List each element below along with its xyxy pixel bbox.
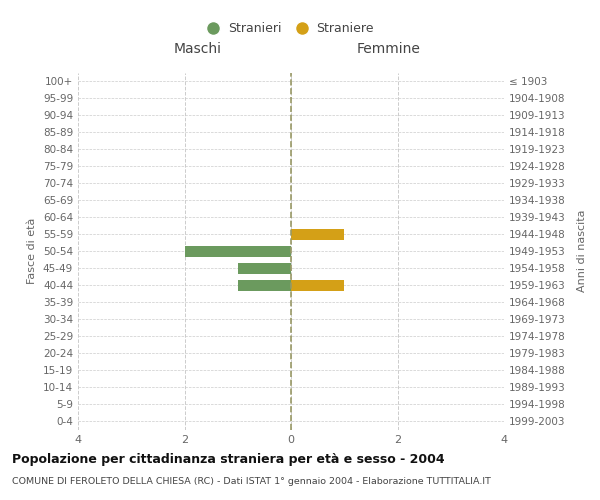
Y-axis label: Fasce di età: Fasce di età <box>28 218 37 284</box>
Bar <box>238 262 291 274</box>
Bar <box>291 228 344 240</box>
Bar <box>291 280 344 291</box>
Y-axis label: Anni di nascita: Anni di nascita <box>577 210 587 292</box>
Bar <box>185 246 291 257</box>
Legend: Stranieri, Straniere: Stranieri, Straniere <box>202 16 380 42</box>
Text: COMUNE DI FEROLETO DELLA CHIESA (RC) - Dati ISTAT 1° gennaio 2004 - Elaborazione: COMUNE DI FEROLETO DELLA CHIESA (RC) - D… <box>12 477 491 486</box>
Text: Popolazione per cittadinanza straniera per età e sesso - 2004: Popolazione per cittadinanza straniera p… <box>12 452 445 466</box>
Bar <box>238 280 291 291</box>
Text: Maschi: Maschi <box>173 42 221 56</box>
Text: Femmine: Femmine <box>357 42 421 56</box>
